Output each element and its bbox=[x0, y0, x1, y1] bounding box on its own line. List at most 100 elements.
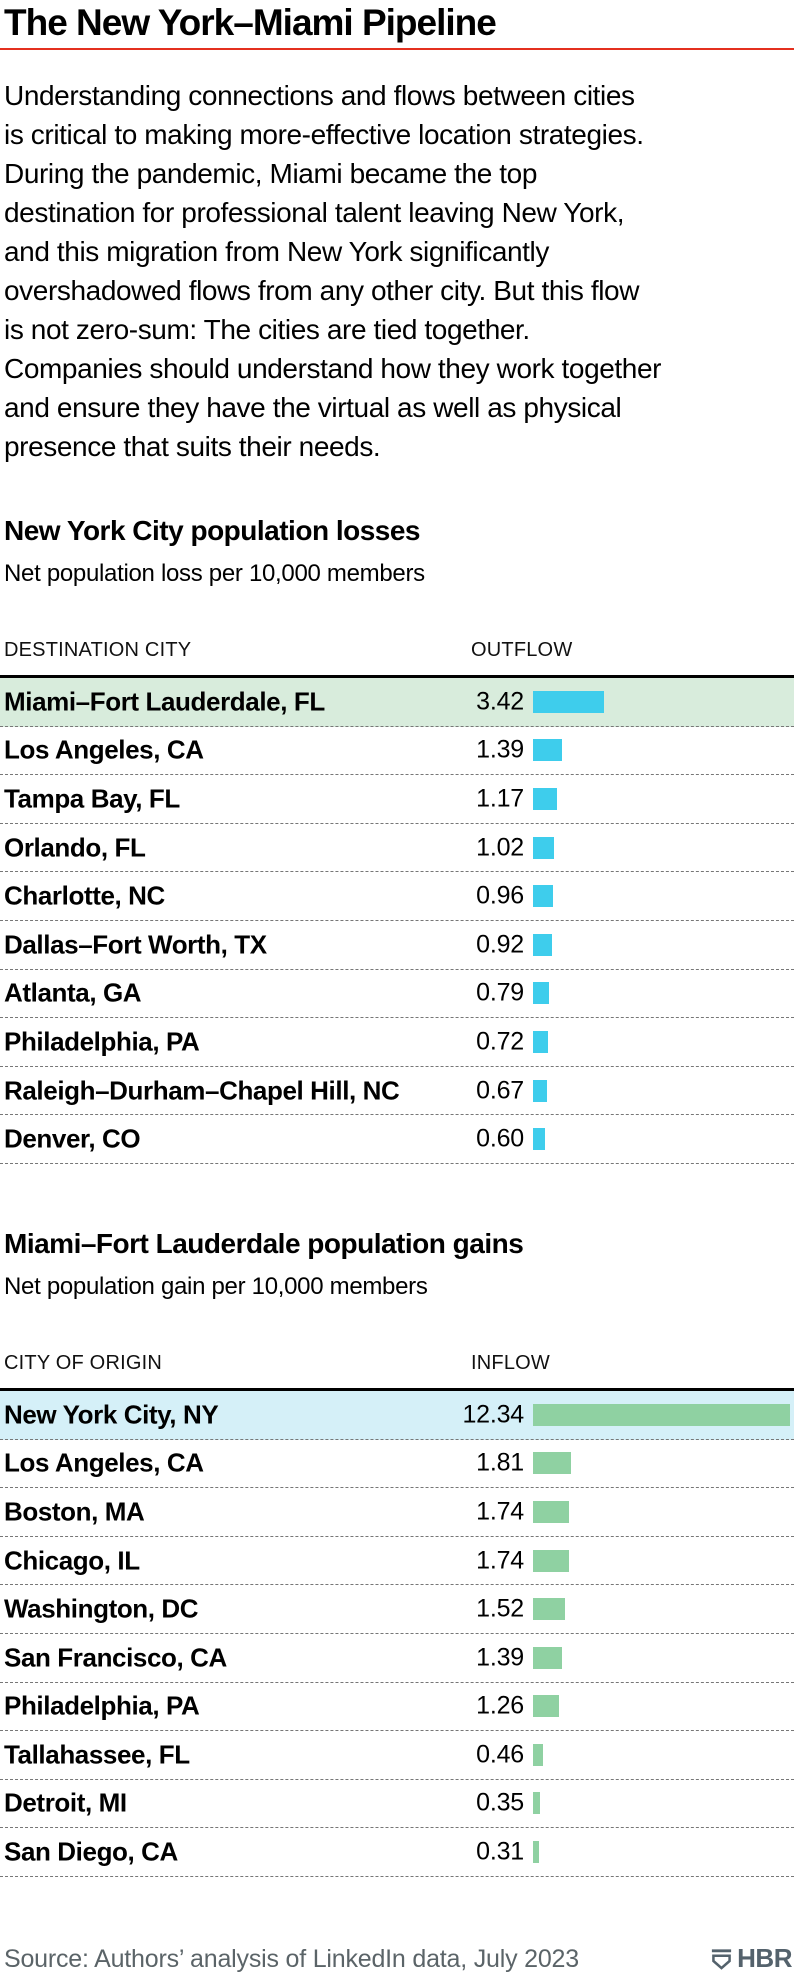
row-city-label: Tampa Bay, FL bbox=[4, 783, 180, 814]
table-row: Tampa Bay, FL 1.17 bbox=[0, 775, 794, 824]
table-row: Los Angeles, CA 1.39 bbox=[0, 727, 794, 776]
row-bar bbox=[533, 1500, 570, 1523]
row-bar bbox=[533, 1841, 540, 1864]
row-city-label: Charlotte, NC bbox=[4, 880, 165, 911]
paragraph-line: is not zero-sum: The cities are tied tog… bbox=[4, 314, 530, 345]
row-value: 0.60 bbox=[476, 1124, 524, 1153]
hbr-logo-text: HBR bbox=[737, 1943, 792, 1973]
row-bar bbox=[533, 1598, 565, 1621]
table-row: Raleigh–Durham–Chapel Hill, NC 0.67 bbox=[0, 1067, 794, 1116]
row-value: 1.74 bbox=[476, 1497, 524, 1526]
row-city-label: Boston, MA bbox=[4, 1496, 145, 1527]
row-city-label: Miami–Fort Lauderdale, FL bbox=[4, 686, 325, 717]
row-value: 1.02 bbox=[476, 833, 524, 862]
table-row: Orlando, FL 1.02 bbox=[0, 824, 794, 873]
row-bar bbox=[533, 1403, 790, 1426]
paragraph-line: and this migration from New York signifi… bbox=[4, 236, 549, 267]
hbr-logo: HBR bbox=[709, 1943, 792, 1974]
chart-sections: New York City population losses Net popu… bbox=[0, 515, 794, 1877]
table-row: Atlanta, GA 0.79 bbox=[0, 970, 794, 1019]
row-value: 1.81 bbox=[476, 1448, 524, 1477]
paragraph-line: Understanding connections and flows betw… bbox=[4, 80, 635, 111]
row-bar bbox=[533, 739, 562, 762]
row-value: 0.31 bbox=[476, 1837, 524, 1866]
paragraph-line: is critical to making more-effective loc… bbox=[4, 119, 644, 150]
row-bar bbox=[533, 1079, 547, 1102]
row-bar bbox=[533, 1452, 571, 1475]
row-city-label: Raleigh–Durham–Chapel Hill, NC bbox=[4, 1075, 400, 1106]
row-bar bbox=[533, 1695, 560, 1718]
paragraph-line: During the pandemic, Miami became the to… bbox=[4, 158, 537, 189]
row-bar bbox=[533, 690, 605, 713]
table-row: San Diego, CA 0.31 bbox=[0, 1828, 794, 1877]
table-row: San Francisco, CA 1.39 bbox=[0, 1634, 794, 1683]
column-headers: DESTINATION CITY OUTFLOW bbox=[0, 639, 794, 661]
paragraph-line: Companies should understand how they wor… bbox=[4, 353, 662, 384]
paragraph-line: presence that suits their needs. bbox=[4, 431, 381, 462]
row-city-label: Los Angeles, CA bbox=[4, 734, 204, 765]
table-rows: New York City, NY 12.34 Los Angeles, CA … bbox=[0, 1387, 794, 1877]
row-city-label: Tallahassee, FL bbox=[4, 1739, 190, 1770]
row-bar bbox=[533, 933, 553, 956]
row-bar bbox=[533, 836, 555, 859]
section-subtitle: Net population gain per 10,000 members bbox=[4, 1272, 428, 1300]
table-rows: Miami–Fort Lauderdale, FL 3.42 Los Angel… bbox=[0, 675, 794, 1164]
headline-accent-rule bbox=[0, 48, 794, 50]
row-value: 0.67 bbox=[476, 1076, 524, 1105]
table-row: Philadelphia, PA 0.72 bbox=[0, 1018, 794, 1067]
table-row: Washington, DC 1.52 bbox=[0, 1585, 794, 1634]
row-city-label: Chicago, IL bbox=[4, 1545, 140, 1576]
table-row: Chicago, IL 1.74 bbox=[0, 1537, 794, 1586]
source-text: Source: Authors’ analysis of LinkedIn da… bbox=[4, 1945, 579, 1973]
row-city-label: Philadelphia, PA bbox=[4, 1026, 200, 1057]
row-bar bbox=[533, 885, 553, 908]
row-bar bbox=[533, 787, 558, 810]
table-row: Miami–Fort Lauderdale, FL 3.42 bbox=[0, 678, 794, 727]
section-title: Miami–Fort Lauderdale population gains bbox=[4, 1227, 524, 1259]
hbr-shield-icon bbox=[712, 1949, 732, 1970]
row-city-label: Los Angeles, CA bbox=[4, 1447, 204, 1478]
paragraph-line: overshadowed flows from any other city. … bbox=[4, 275, 640, 306]
row-city-label: Denver, CO bbox=[4, 1123, 141, 1154]
row-bar bbox=[533, 1743, 543, 1766]
row-bar bbox=[533, 982, 550, 1005]
row-bar bbox=[533, 1128, 546, 1151]
chart-section: Miami–Fort Lauderdale population gains N… bbox=[0, 1228, 794, 1877]
table-row: Detroit, MI 0.35 bbox=[0, 1780, 794, 1829]
row-bar bbox=[533, 1792, 541, 1815]
table-row: Denver, CO 0.60 bbox=[0, 1115, 794, 1164]
row-value: 1.52 bbox=[476, 1594, 524, 1623]
column-headers: CITY OF ORIGIN INFLOW bbox=[0, 1352, 794, 1374]
row-city-label: Atlanta, GA bbox=[4, 977, 142, 1008]
row-value: 3.42 bbox=[476, 687, 524, 716]
row-value: 0.72 bbox=[476, 1027, 524, 1056]
paragraph-line: and ensure they have the virtual as well… bbox=[4, 392, 622, 423]
row-city-label: Washington, DC bbox=[4, 1593, 199, 1624]
column-header-value: INFLOW bbox=[471, 1351, 550, 1374]
row-value: 1.17 bbox=[476, 784, 524, 813]
row-city-label: San Francisco, CA bbox=[4, 1642, 227, 1673]
row-bar bbox=[533, 1030, 548, 1053]
table-row: Boston, MA 1.74 bbox=[0, 1488, 794, 1537]
column-header-value: OUTFLOW bbox=[471, 639, 573, 661]
paragraph-line: destination for professional talent leav… bbox=[4, 197, 625, 228]
row-city-label: New York City, NY bbox=[4, 1399, 219, 1430]
chart-section: New York City population losses Net popu… bbox=[0, 515, 794, 1164]
row-value: 12.34 bbox=[462, 1400, 524, 1429]
row-value: 0.92 bbox=[476, 930, 524, 959]
row-city-label: Dallas–Fort Worth, TX bbox=[4, 929, 267, 960]
table-row: New York City, NY 12.34 bbox=[0, 1390, 794, 1440]
row-value: 1.39 bbox=[476, 735, 524, 764]
section-title: New York City population losses bbox=[4, 515, 421, 546]
intro-paragraph: Understanding connections and flows betw… bbox=[4, 76, 794, 466]
row-bar bbox=[533, 1646, 562, 1669]
column-header-category: CITY OF ORIGIN bbox=[4, 1351, 162, 1374]
footer: Source: Authors’ analysis of LinkedIn da… bbox=[0, 1943, 794, 1974]
row-value: 0.35 bbox=[476, 1788, 524, 1817]
row-value: 0.79 bbox=[476, 978, 524, 1007]
row-value: 1.39 bbox=[476, 1643, 524, 1672]
row-bar bbox=[533, 1549, 570, 1572]
row-value: 0.46 bbox=[476, 1740, 524, 1769]
row-city-label: Orlando, FL bbox=[4, 832, 146, 863]
